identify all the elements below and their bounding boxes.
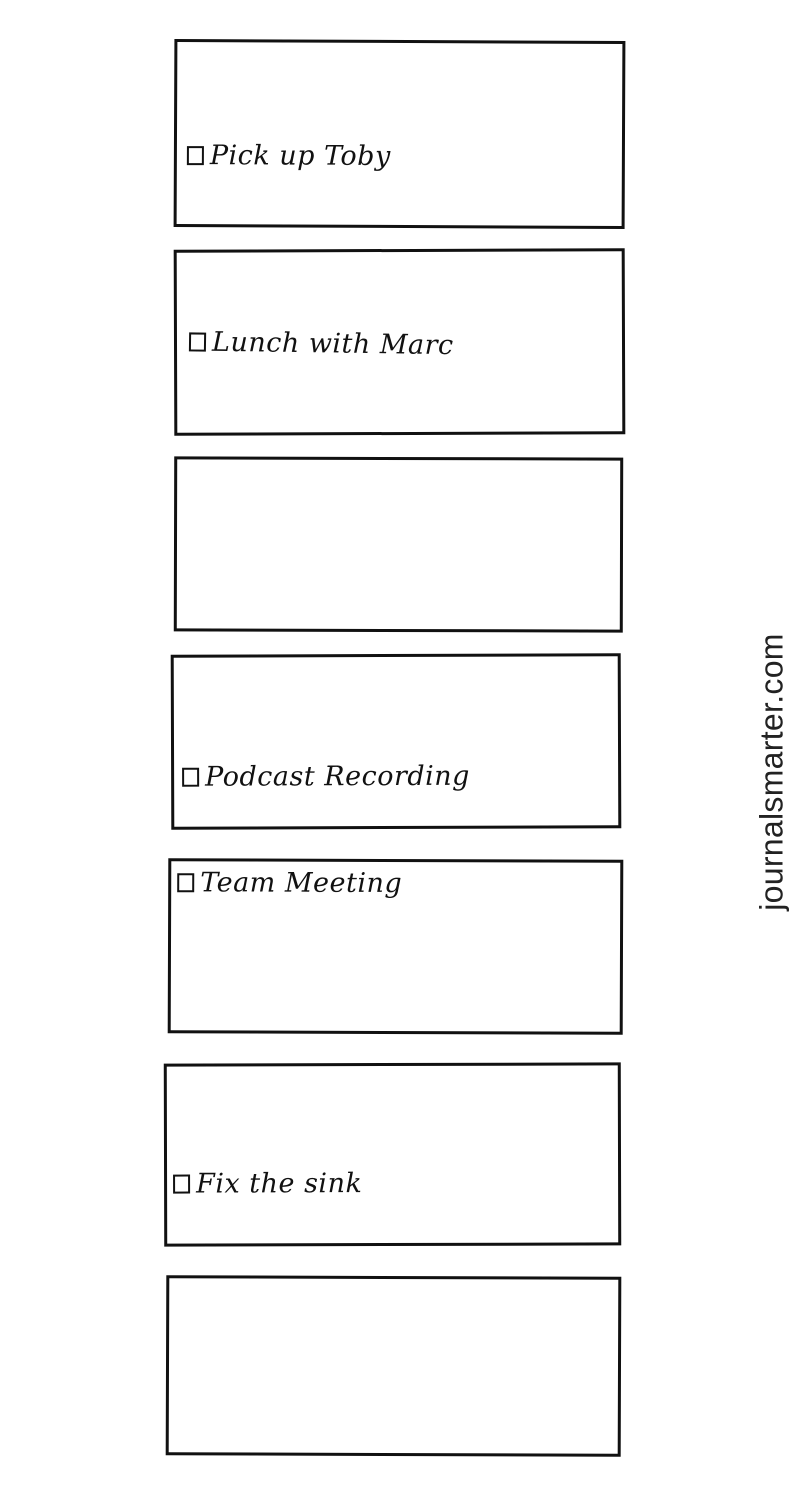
task-checkbox[interactable] [182,767,200,787]
time-block-7[interactable] [165,1275,622,1457]
task-item[interactable]: Pick up Toby [186,140,391,172]
task-item[interactable]: Fix the sink [173,1168,363,1200]
time-block-6[interactable]: Fix the sink [163,1062,622,1247]
task-checkbox[interactable] [173,1174,191,1194]
task-item[interactable]: Podcast Recording [182,761,470,793]
task-checkbox[interactable] [177,873,195,893]
time-block-3[interactable] [173,456,624,633]
task-item[interactable]: Lunch with Marc [188,326,454,362]
task-checkbox[interactable] [186,146,204,166]
task-label: Team Meeting [200,867,403,900]
task-label: Pick up Toby [209,140,391,172]
time-block-4[interactable]: Podcast Recording [170,653,622,830]
time-block-1[interactable]: Pick up Toby [173,39,626,229]
website-watermark: journalsmarter.com [753,633,790,911]
task-label: Fix the sink [196,1168,363,1200]
task-label: Lunch with Marc [211,326,454,362]
task-item[interactable]: Team Meeting [177,867,402,899]
time-block-5[interactable]: Team Meeting [167,858,624,1035]
task-checkbox[interactable] [188,332,207,352]
time-block-2[interactable]: Lunch with Marc [173,248,626,436]
task-label: Podcast Recording [205,760,470,793]
